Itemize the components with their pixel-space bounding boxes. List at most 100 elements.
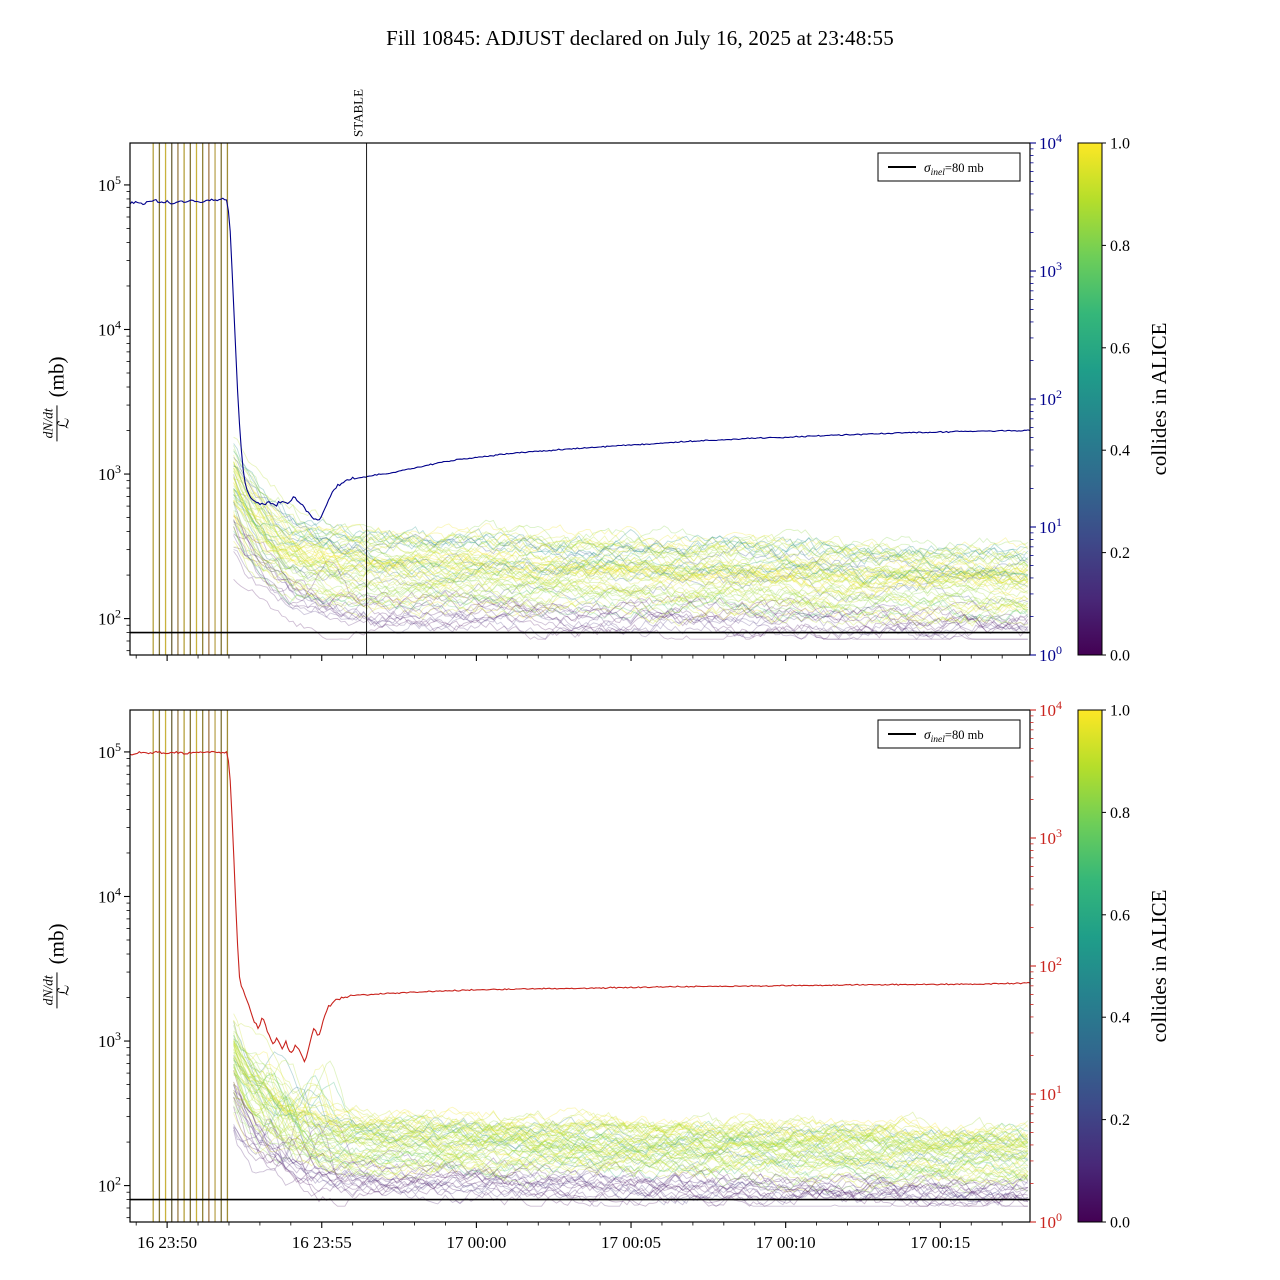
bunch-line	[233, 520, 1029, 593]
colorbar-tick-label: 0.2	[1110, 545, 1130, 562]
bunch-line	[233, 456, 1029, 583]
bunch-line	[233, 1092, 1028, 1204]
bunch-line	[233, 488, 1029, 613]
figure-title: Fill 10845: ADJUST declared on July 16, …	[386, 26, 894, 50]
bunch-line	[233, 501, 1029, 632]
bunch-line	[233, 1126, 1029, 1207]
bunch-line	[233, 492, 1029, 587]
bunch-line	[233, 497, 1029, 617]
colorbar-tick-label: 0.8	[1110, 805, 1130, 822]
bunch-line	[233, 1034, 1029, 1150]
bunch-line	[233, 491, 1028, 588]
bunch-line	[233, 1081, 1028, 1207]
bunch-line	[233, 476, 1028, 611]
bunch-line	[233, 1083, 1029, 1180]
bunch-line	[233, 482, 1029, 599]
bunch-line	[233, 1065, 1029, 1182]
ylabel-unit: (mb)	[44, 923, 69, 965]
bunch-line	[233, 461, 1029, 564]
bunch-line	[233, 474, 1028, 611]
bunch-line	[233, 1105, 1029, 1187]
bunch-line	[233, 1056, 1029, 1166]
bunch-line	[233, 482, 1028, 593]
top-ylabel: dN/dt ℒ (mb)	[18, 143, 96, 655]
axis-tick-label: 101	[1039, 1082, 1062, 1104]
bunch-line	[233, 1072, 1029, 1174]
bunch-line	[233, 1067, 1029, 1153]
legend-label: σinel=80 mb	[924, 727, 984, 745]
bunch-line	[233, 1025, 1028, 1157]
bunch-line	[233, 511, 1029, 593]
bunch-line	[233, 477, 1029, 595]
colorbar-tick-label: 0.0	[1110, 648, 1130, 665]
bunch-line	[233, 1074, 1028, 1159]
ylabel-numerator: dN/dt	[40, 972, 58, 1009]
bunch-line	[233, 1071, 1029, 1149]
ylabel-numerator: dN/dt	[40, 405, 58, 442]
bunch-line	[233, 1064, 1029, 1177]
bunch-line	[233, 1070, 1028, 1163]
bunch-line	[233, 488, 1028, 593]
bunch-line	[233, 510, 1028, 609]
axis-tick-label: 102	[98, 1174, 121, 1196]
bunch-line	[233, 1064, 1029, 1181]
bunch-line	[233, 489, 1029, 615]
main-rate-line	[130, 197, 1030, 521]
main-rate-line	[130, 750, 1030, 1063]
axis-tick-label: 104	[98, 884, 121, 906]
bunch-line	[233, 1096, 1028, 1204]
bunch-line	[233, 1041, 1029, 1159]
bunch-line	[233, 1057, 1029, 1156]
x-tick-label: 17 00:00	[446, 1233, 506, 1252]
bunch-line	[233, 503, 1029, 611]
bunch-line	[233, 1106, 1028, 1204]
bunch-line	[233, 501, 1029, 621]
bunch-line	[233, 1040, 1029, 1148]
bunch-line	[233, 515, 1028, 640]
bunch-line	[233, 549, 1028, 630]
axis-tick-label: 101	[1039, 515, 1062, 537]
bunch-line	[233, 1059, 1029, 1169]
bunch-line	[233, 499, 1029, 596]
bunch-line	[233, 514, 1028, 623]
bunch-line	[233, 514, 1029, 590]
bunch-line	[233, 464, 1028, 584]
bunch-line	[233, 1043, 1029, 1143]
bunch-line	[233, 526, 1029, 596]
bunch-line	[233, 467, 1029, 585]
bunch-line	[233, 461, 1029, 592]
stable-label: STABLE	[351, 89, 366, 137]
bunch-line	[233, 467, 1028, 595]
bunch-line	[233, 1092, 1028, 1202]
bunch-line	[233, 1058, 1028, 1182]
bunch-line	[233, 530, 1029, 624]
bunch-line	[233, 1032, 1029, 1149]
bunch-line	[233, 470, 1029, 606]
bunch-line	[233, 1124, 1028, 1206]
bunch-line	[233, 465, 1029, 578]
bunch-line	[233, 1038, 1028, 1157]
bunch-line	[233, 465, 1028, 588]
bunch-line	[233, 1049, 1029, 1175]
bunch-line	[233, 523, 1029, 625]
bunch-line	[233, 1066, 1029, 1167]
x-tick-label: 17 00:10	[756, 1233, 816, 1252]
bunch-line	[233, 540, 1029, 622]
colorbar-tick-label: 0.0	[1110, 1215, 1130, 1232]
colorbar-tick-label: 0.8	[1110, 238, 1130, 255]
bunch-line	[233, 443, 1029, 574]
axis-tick-label: 103	[1039, 259, 1062, 281]
bunch-line	[233, 449, 1029, 567]
bunch-line	[233, 1089, 1029, 1184]
bunch-line	[233, 1100, 1029, 1183]
axis-tick-label: 104	[98, 317, 121, 339]
bunch-line	[233, 1084, 1029, 1206]
ylabel-denominator: ℒ	[56, 985, 73, 996]
bunch-line	[233, 1048, 1029, 1187]
bunch-line	[233, 458, 1028, 573]
bunch-line	[233, 462, 1029, 572]
bunch-line	[233, 1071, 1028, 1156]
bunch-line	[233, 1090, 1029, 1200]
axis-tick-label: 105	[98, 173, 121, 195]
